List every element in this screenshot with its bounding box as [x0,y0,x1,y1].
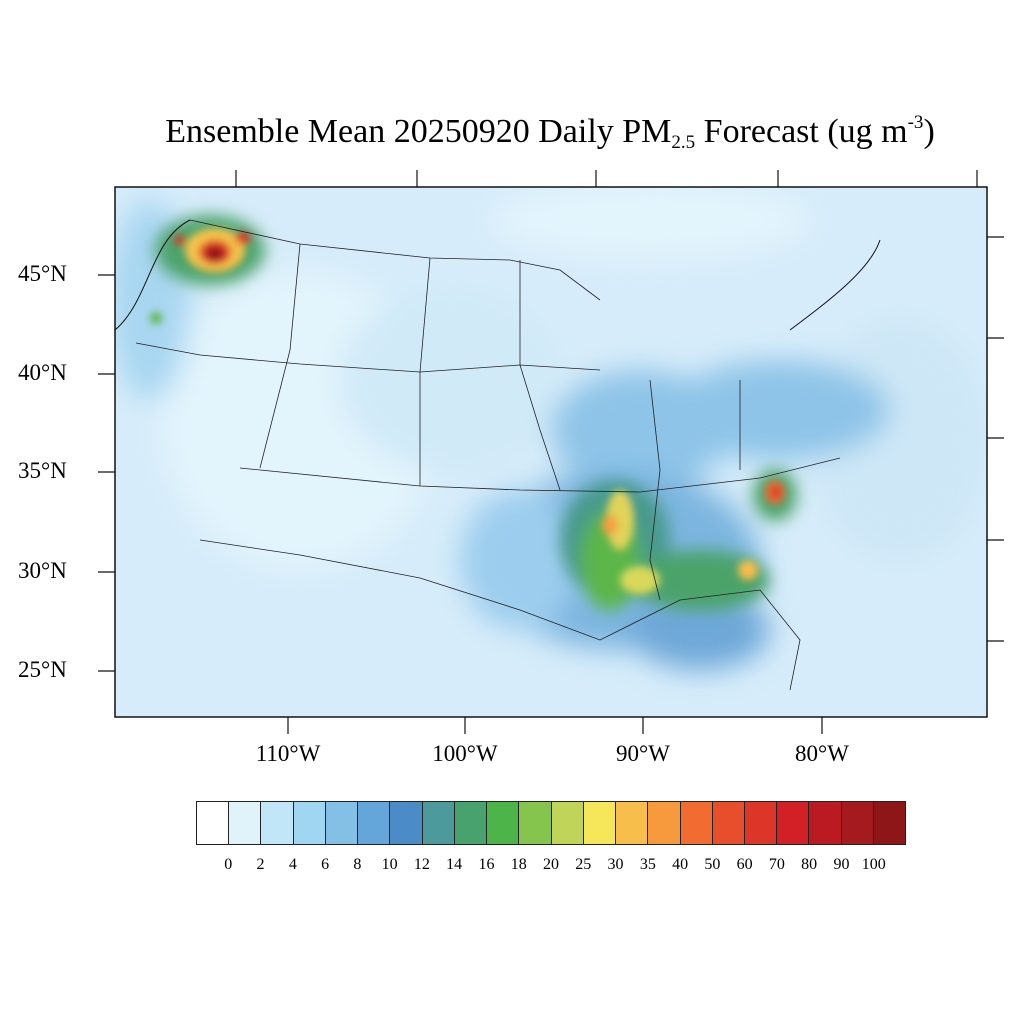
colorbar-tick-label: 90 [833,856,850,873]
colorbar-cell [744,802,778,844]
boundaries [135,219,841,691]
colorbar-tick-label: 2 [256,856,265,873]
colorbar-tick-label: 8 [353,856,362,873]
colorbar-cell [583,802,617,844]
colorbar-tick-label: 25 [575,856,592,873]
map-frame [114,186,988,718]
colorbar-cell [325,802,359,844]
colorbar-cell [293,802,326,844]
colorbar-cell [422,802,455,844]
right-ticks [987,236,1004,642]
top-ticks [235,170,978,187]
colorbar-cell [551,802,584,844]
concentration-field [115,187,987,717]
colorbar-cell [680,802,713,844]
lat-label-35: 35°N [18,458,67,483]
colorbar-cell [261,802,294,844]
colorbar-cell [197,802,230,844]
lat-label-30: 30°N [18,558,67,583]
colorbar-tick-label: 16 [478,856,495,873]
lon-label-110: 110°W [255,741,321,766]
colorbar-tick-label: 70 [768,856,785,873]
colorbar-cell [873,802,906,844]
colorbar-tick-label: 40 [672,856,689,873]
lat-label-25: 25°N [18,657,67,682]
colorbar-cell [358,802,391,844]
colorbar-tick-label: 6 [321,856,330,873]
colorbar-tick-label: 80 [801,856,818,873]
colorbar-tick-label: 35 [639,856,656,873]
colorbar-cell [712,802,745,844]
lon-label-90: 90°W [616,741,670,766]
colorbar-tick-label: 14 [446,856,463,873]
colorbar-tick-label: 0 [224,856,233,873]
colorbar-tick-label: 30 [607,856,624,873]
colorbar-cell [648,802,681,844]
colorbar-tick-label: 60 [736,856,753,873]
colorbar-tick-label: 10 [381,856,398,873]
bottom-ticks [287,717,823,734]
colorbar-tick-label: 18 [510,856,527,873]
lon-label-80: 80°W [795,741,849,766]
colorbar-tick-label: 12 [413,856,430,873]
lon-label-100: 100°W [432,741,498,766]
colorbar-tick-label: 50 [704,856,721,873]
lat-label-45: 45°N [18,261,67,286]
left-ticks [98,274,115,672]
colorbar-tick-label: 4 [288,856,297,873]
colorbar-cell [390,802,423,844]
colorbar-cell [841,802,874,844]
colorbar-cell [229,802,262,844]
colorbar-tick-label: 100 [861,856,886,873]
colorbar-cell [616,802,649,844]
colorbar-cell [519,802,552,844]
lat-label-40: 40°N [18,360,67,385]
map-title: Ensemble Mean 20250920 Daily PM2.5 Forec… [165,112,935,153]
colorbar-cell [454,802,488,844]
colorbar [196,801,906,845]
colorbar-cell [487,802,520,844]
colorbar-cell [809,802,842,844]
colorbar-labels: 0 2 4 6 8 10 12 14 16 18 20 25 30 35 40 50 60 70 80 90 100 [196,856,906,878]
colorbar-cell [777,802,810,844]
colorbar-tick-label: 20 [543,856,559,873]
